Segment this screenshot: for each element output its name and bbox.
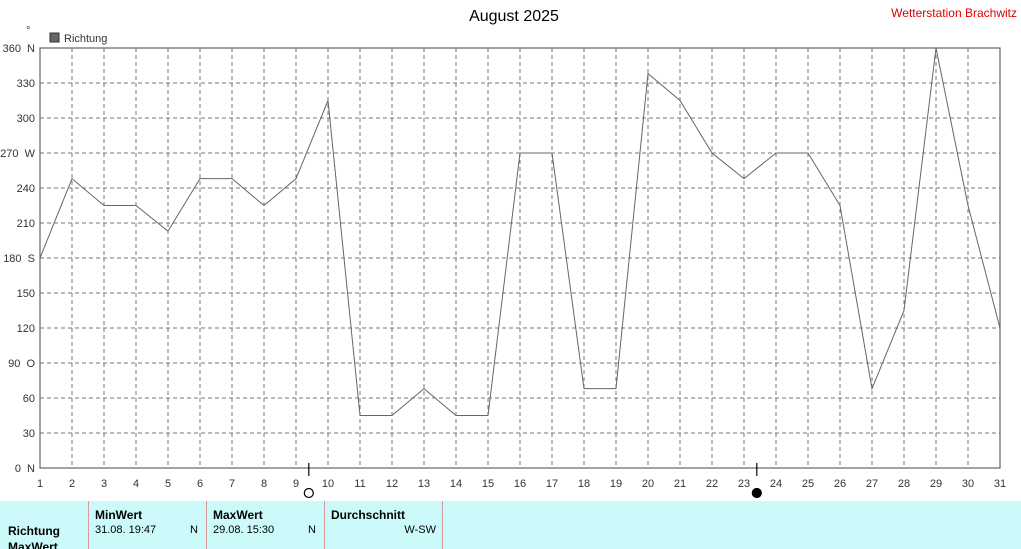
x-tick-label-20: 20: [642, 478, 654, 490]
y-tick-label-0: 0 N: [15, 463, 35, 475]
y-tick-label-30: 30: [23, 428, 35, 440]
x-axis: 1 2 3 4 5 6 7 8 9 10 11 12 13 14 15 16 17 18 19 20 21 22 23 24 2…: [37, 478, 1006, 490]
x-tick-label-8: 8: [261, 478, 267, 490]
x-tick-label-28: 28: [898, 478, 910, 490]
x-tick-label-23: 23: [738, 478, 750, 490]
moon-phases: [303, 463, 762, 499]
moon-full-icon: [303, 487, 314, 499]
legend-label: Richtung: [64, 33, 107, 45]
x-tick-label-3: 3: [101, 478, 107, 490]
col-header-maxwert: MaxWert: [213, 508, 263, 522]
x-tick-label-19: 19: [610, 478, 622, 490]
x-tick-label-4: 4: [133, 478, 139, 490]
x-tick-label-13: 13: [418, 478, 430, 490]
maxwert-dir: N: [308, 524, 316, 536]
x-tick-label-11: 11: [354, 478, 365, 490]
x-tick-label-15: 15: [482, 478, 494, 490]
x-tick-label-9: 9: [293, 478, 299, 490]
col-maxwert: MaxWert 29.08. 15:30 N: [206, 501, 324, 549]
x-tick-label-31: 31: [994, 478, 1006, 490]
y-tick-label-270: 270 W: [0, 148, 35, 160]
x-tick-label-1: 1: [37, 478, 43, 490]
x-tick-label-16: 16: [514, 478, 526, 490]
legend-swatch: [49, 32, 60, 43]
x-tick-label-6: 6: [197, 478, 203, 490]
y-axis: 0 N 30 60 90 O 120 150 180 S 210 240 270 W 300 330 3…: [0, 43, 35, 475]
col-durchschnitt: Durchschnitt W-SW: [324, 501, 443, 549]
y-tick-label-150: 150: [17, 288, 35, 300]
x-tick-label-29: 29: [930, 478, 942, 490]
y-tick-label-120: 120: [17, 323, 35, 335]
x-tick-label-2: 2: [69, 478, 75, 490]
minwert-time: 31.08. 19:47: [95, 524, 157, 536]
row-label-maxwert: MaxWert: [8, 540, 58, 549]
series-line-richtung: [39, 47, 1001, 416]
y-tick-label-360: 360 N: [3, 43, 35, 55]
y-tick-label-90: 90 O: [8, 358, 35, 370]
x-tick-label-21: 21: [674, 478, 686, 490]
y-tick-label-300: 300: [17, 113, 35, 125]
moon-new-icon: [751, 487, 762, 499]
x-tick-label-18: 18: [578, 478, 590, 490]
x-tick-label-14: 14: [450, 478, 462, 490]
durchschnitt-dir: W-SW: [404, 524, 436, 536]
col-header-durchschnitt: Durchschnitt: [331, 508, 406, 522]
x-tick-label-12: 12: [386, 478, 398, 490]
x-tick-label-10: 10: [322, 478, 334, 490]
x-tick-label-25: 25: [802, 478, 814, 490]
x-tick-label-30: 30: [962, 478, 974, 490]
maxwert-time: 29.08. 15:30: [213, 524, 275, 536]
col-minwert: MinWert 31.08. 19:47 N: [88, 501, 206, 549]
minwert-dir: N: [190, 524, 198, 536]
grid: [40, 48, 1000, 468]
x-tick-label-5: 5: [165, 478, 171, 490]
station-label: Wetterstation Brachwitz: [891, 6, 1017, 20]
chart-title: August 2025: [469, 8, 559, 25]
row-label-richtung: Richtung: [8, 524, 60, 538]
x-tick-label-22: 22: [706, 478, 718, 490]
col-header-minwert: MinWert: [95, 508, 143, 522]
x-tick-label-26: 26: [834, 478, 846, 490]
y-tick-label-180: 180 S: [3, 253, 35, 265]
x-tick-label-17: 17: [546, 478, 558, 490]
y-tick-label-60: 60: [23, 393, 35, 405]
y-unit-mark: °: [26, 25, 30, 37]
x-tick-label-7: 7: [229, 478, 235, 490]
direction-chart: August 2025 Wetterstation Brachwitz ° Ri…: [0, 6, 1017, 499]
x-tick-label-27: 27: [866, 478, 878, 490]
summary-table: Richtung MaxWert MinWert 31.08. 19:47 N …: [0, 501, 1021, 549]
x-tick-label-24: 24: [770, 478, 782, 490]
plot-frame: [39, 47, 1001, 469]
y-tick-label-210: 210: [17, 218, 35, 230]
y-tick-label-330: 330: [17, 78, 35, 90]
y-tick-label-240: 240: [17, 183, 35, 195]
